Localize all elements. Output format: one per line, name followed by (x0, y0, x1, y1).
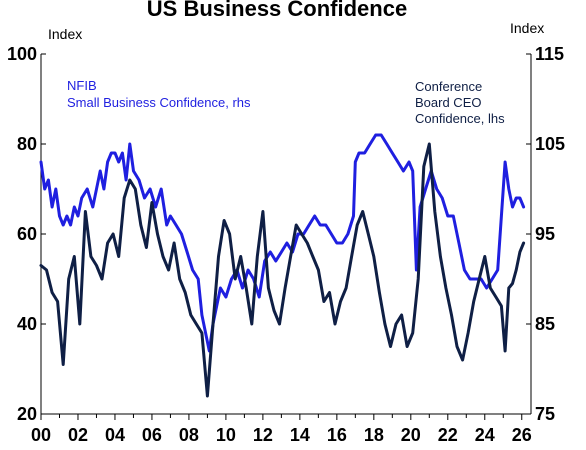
series-line-ceo (39, 142, 526, 398)
left-tick-label: 80 (17, 134, 37, 154)
x-tick-label: 02 (68, 425, 88, 445)
left-tick-label: 60 (17, 224, 37, 244)
series-label-nfib: NFIB Small Business Confidence, rhs (67, 78, 251, 110)
left-tick-label: 40 (17, 314, 37, 334)
right-axis-unit: Index (510, 20, 544, 36)
right-tick-label: 95 (535, 224, 555, 244)
left-axis-unit: Index (48, 26, 82, 42)
x-tick-label: 18 (364, 425, 384, 445)
x-tick-label: 26 (512, 425, 532, 445)
x-tick-label: 04 (105, 425, 125, 445)
left-axis-ticks: 20 40 60 80 100 (7, 44, 46, 424)
left-tick-label: 100 (7, 44, 37, 64)
x-tick-label: 12 (253, 425, 273, 445)
x-tick-label: 22 (438, 425, 458, 445)
series-label-ceo: Conference Board CEO Confidence, lhs (415, 79, 505, 126)
x-axis-ticks: 00 02 04 06 08 10 12 14 16 18 20 22 24 26 (31, 414, 532, 445)
x-tick-label: 10 (216, 425, 236, 445)
x-tick-label: 16 (327, 425, 347, 445)
right-tick-label: 75 (535, 404, 555, 424)
right-tick-label: 85 (535, 314, 555, 334)
x-tick-label: 00 (31, 425, 51, 445)
x-tick-label: 14 (290, 425, 310, 445)
x-tick-label: 06 (142, 425, 162, 445)
right-axis-ticks: 75 85 95 105 115 (526, 44, 565, 424)
right-tick-label: 115 (535, 44, 564, 64)
chart-title: US Business Confidence (147, 0, 407, 21)
left-tick-label: 20 (17, 404, 37, 424)
series-lines (39, 133, 526, 398)
x-tick-label: 24 (475, 425, 495, 445)
right-tick-label: 105 (535, 134, 565, 154)
x-tick-label: 20 (401, 425, 421, 445)
x-tick-label: 08 (179, 425, 199, 445)
